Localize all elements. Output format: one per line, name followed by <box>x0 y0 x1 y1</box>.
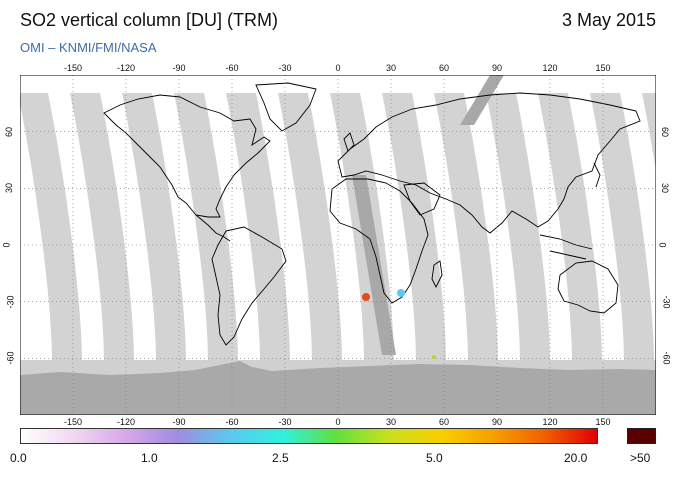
colorbar-over-swatch <box>627 428 656 444</box>
so2-hotspot-south-africa <box>362 293 370 301</box>
lon-tick-top: -60 <box>225 63 239 73</box>
japan-coast <box>593 162 601 188</box>
swath-overlap-1 <box>460 75 504 125</box>
swath-10 <box>538 93 602 361</box>
lon-tick-bottom: -60 <box>225 417 239 427</box>
swath-4 <box>226 93 290 361</box>
africa-coast <box>329 178 429 304</box>
arabia-coast <box>403 182 441 216</box>
uk-coast <box>343 132 355 152</box>
colorbar-label: 5.0 <box>426 451 443 465</box>
swath-7 <box>382 93 446 361</box>
south-america-coast <box>211 226 287 346</box>
swath-overlap-0 <box>352 175 396 355</box>
data-credit: OMI – KNMI/FMI/NASA <box>20 40 157 55</box>
swath-1 <box>70 93 134 361</box>
lon-tick-bottom: 60 <box>438 417 449 427</box>
swath-5 <box>278 93 342 361</box>
lon-tick-bottom: -150 <box>63 417 82 427</box>
lon-tick-top: 60 <box>438 63 449 73</box>
colorbar <box>20 428 598 444</box>
swath-2 <box>122 93 186 361</box>
lon-tick-top: 0 <box>335 63 341 73</box>
swath-9 <box>486 93 550 361</box>
satellite-swaths <box>20 75 656 361</box>
lat-tick-right: 60 <box>660 126 671 137</box>
central-america-coast <box>195 214 231 242</box>
lat-tick-left: 60 <box>4 126 15 137</box>
madagascar-coast <box>431 260 443 289</box>
lon-tick-bottom: 30 <box>385 417 396 427</box>
australia-coast <box>557 260 619 314</box>
lon-tick-bottom: -30 <box>278 417 292 427</box>
swath-3 <box>174 93 238 361</box>
coastlines <box>103 82 641 346</box>
lat-tick-right: 0 <box>657 242 668 248</box>
lat-tick-right: 30 <box>660 183 671 194</box>
lat-tick-left: 30 <box>4 183 15 194</box>
so2-hotspots <box>362 289 436 359</box>
lat-tick-left: -60 <box>5 351 16 365</box>
lon-tick-top: 150 <box>595 63 611 73</box>
lon-tick-top: -90 <box>172 63 186 73</box>
so2-hotspot-south-indian <box>432 355 436 359</box>
lon-tick-bottom: 0 <box>335 417 341 427</box>
lon-tick-top: 120 <box>542 63 558 73</box>
so2-hotspot-mozambique <box>397 289 405 297</box>
colorbar-label: 2.5 <box>272 451 289 465</box>
swath-0 <box>20 93 82 361</box>
europe-asia-coast <box>337 92 641 234</box>
lon-tick-bottom: 90 <box>491 417 502 427</box>
lon-tick-bottom: -120 <box>116 417 135 427</box>
colorbar-over-label: >50 <box>630 451 651 465</box>
indonesia-coast <box>539 234 593 260</box>
lat-tick-left: 0 <box>1 242 12 248</box>
north-america-coast <box>103 94 271 218</box>
map-title: SO2 vertical column [DU] (TRM) <box>20 10 279 30</box>
colorbar-label: 1.0 <box>141 451 158 465</box>
lon-tick-bottom: -90 <box>172 417 186 427</box>
colorbar-label: 20.0 <box>564 451 588 465</box>
swath-11 <box>590 93 654 361</box>
lat-tick-left: -30 <box>5 295 16 309</box>
colorbar-label: 0.0 <box>10 451 27 465</box>
greenland-coast <box>255 82 317 132</box>
swath-12 <box>642 93 656 172</box>
lon-tick-bottom: 150 <box>595 417 611 427</box>
lon-tick-top: -150 <box>63 63 82 73</box>
map-date: 3 May 2015 <box>561 10 656 30</box>
graticule <box>20 75 656 415</box>
map-canvas <box>20 75 656 415</box>
lon-tick-top: -30 <box>278 63 292 73</box>
world-map <box>20 75 656 415</box>
lat-tick-right: -60 <box>661 351 672 365</box>
lat-tick-right: -30 <box>661 295 672 309</box>
lon-tick-top: -120 <box>116 63 135 73</box>
lon-tick-top: 30 <box>385 63 396 73</box>
lon-tick-top: 90 <box>491 63 502 73</box>
swath-8 <box>434 93 498 361</box>
lon-tick-bottom: 120 <box>542 417 558 427</box>
